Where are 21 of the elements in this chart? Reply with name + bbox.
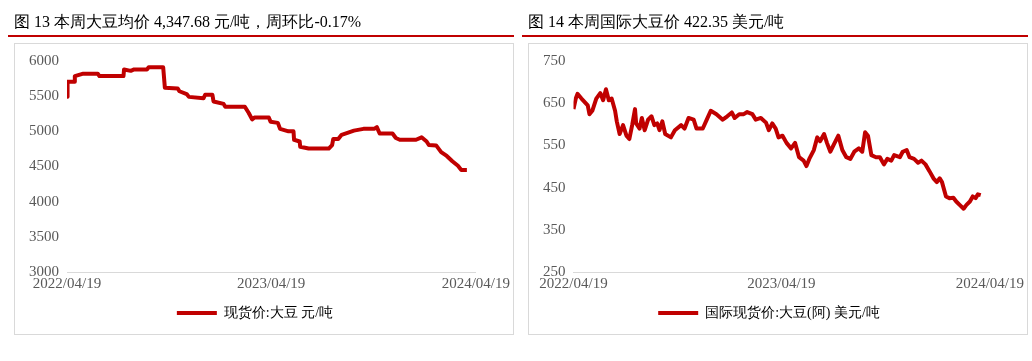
y-tick-label: 6000 [29, 51, 59, 68]
y-tick-label: 650 [543, 94, 566, 111]
y-tick-label: 4500 [29, 157, 59, 174]
legend-label: 国际现货价:大豆(阿) 美元/吨 [705, 304, 880, 321]
y-tick-label: 250 [543, 262, 566, 279]
y-tick-label: 5000 [29, 122, 59, 139]
y-tick-label: 4000 [29, 192, 59, 209]
y-tick-label: 3000 [29, 262, 59, 279]
x-tick-label: 2023/04/19 [236, 274, 306, 291]
chart-title: 图 14 本周国际大豆价 422.35 美元/吨 [522, 8, 1028, 37]
x-tick-label: 2024/04/19 [441, 274, 510, 291]
y-tick-label: 350 [543, 220, 566, 237]
legend-label: 现货价:大豆 元/吨 [223, 304, 334, 320]
y-tick-label: 750 [543, 51, 566, 68]
x-tick-label: 2023/04/19 [747, 274, 816, 291]
y-tick-label: 5500 [29, 87, 59, 104]
y-tick-label: 3500 [29, 227, 59, 244]
y-tick-label: 450 [543, 178, 566, 195]
y-tick-label: 550 [543, 136, 566, 153]
chart-title: 图 13 本周大豆均价 4,347.68 元/吨，周环比-0.17% [8, 8, 514, 37]
x-tick-label: 2024/04/19 [955, 274, 1024, 291]
